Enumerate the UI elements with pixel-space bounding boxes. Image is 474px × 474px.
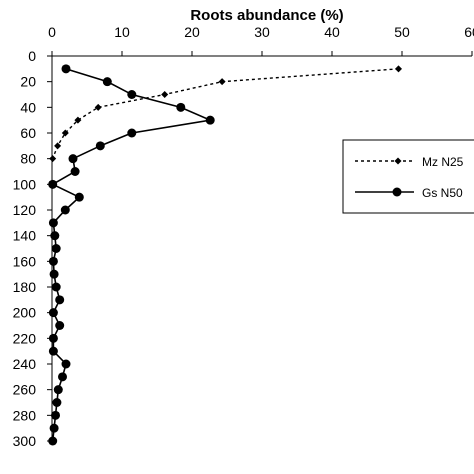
y-tick-label: 0 bbox=[28, 48, 36, 64]
data-point-gs-n50 bbox=[48, 218, 58, 228]
y-tick-label: 120 bbox=[13, 202, 37, 218]
y-tick-label: 240 bbox=[13, 356, 37, 372]
data-point-mz-n25 bbox=[54, 142, 62, 150]
data-point-mz-n25 bbox=[94, 103, 102, 111]
y-tick-label: 180 bbox=[13, 279, 37, 295]
data-point-gs-n50 bbox=[70, 167, 80, 176]
data-point-gs-n50 bbox=[48, 179, 58, 189]
data-point-mz-n25 bbox=[61, 129, 69, 137]
y-tick-label: 100 bbox=[13, 176, 37, 192]
data-point-gs-n50 bbox=[48, 308, 58, 318]
data-point-gs-n50 bbox=[74, 192, 84, 202]
data-point-gs-n50 bbox=[48, 333, 58, 343]
data-point-gs-n50 bbox=[61, 359, 71, 369]
data-point-gs-n50 bbox=[61, 64, 71, 74]
y-axis-ticks: 0 20 40 60 80 100 120 140 160 180 200 220 240 260 280 3… bbox=[13, 48, 52, 449]
x-tick-label: 60 bbox=[464, 24, 474, 40]
data-point-gs-n50 bbox=[55, 321, 65, 330]
legend-label-mz-n25: Mz N25 bbox=[422, 155, 464, 169]
data-point-gs-n50 bbox=[48, 436, 58, 446]
y-tick-label: 140 bbox=[13, 228, 37, 244]
x-tick-label: 20 bbox=[184, 24, 200, 40]
legend: Mz N25 Gs N50 bbox=[342, 139, 474, 214]
y-tick-label: 220 bbox=[13, 330, 37, 346]
series-line-gs-n50 bbox=[50, 68, 214, 442]
data-point-mz-n25 bbox=[74, 116, 82, 124]
data-point-mz-n25 bbox=[218, 78, 226, 86]
legend-marker-gs-n50 bbox=[392, 187, 402, 197]
y-tick-label: 20 bbox=[20, 74, 36, 90]
x-tick-label: 30 bbox=[254, 24, 270, 40]
data-point-gs-n50 bbox=[60, 205, 70, 215]
x-tick-label: 40 bbox=[324, 24, 340, 40]
data-point-gs-n50 bbox=[176, 102, 186, 112]
y-tick-label: 160 bbox=[13, 253, 37, 269]
data-point-gs-n50 bbox=[48, 256, 58, 266]
data-point-gs-n50 bbox=[102, 77, 112, 87]
data-point-gs-n50 bbox=[55, 295, 65, 305]
data-point-gs-n50 bbox=[53, 385, 63, 395]
data-point-gs-n50 bbox=[51, 282, 61, 292]
series-layer bbox=[48, 64, 402, 446]
x-tick-label: 10 bbox=[114, 24, 130, 40]
y-tick-label: 40 bbox=[20, 99, 36, 115]
data-point-mz-n25 bbox=[161, 91, 169, 98]
y-tick-label: 300 bbox=[13, 433, 37, 449]
series-line-mz-n25 bbox=[52, 68, 399, 159]
data-point-gs-n50 bbox=[127, 128, 137, 138]
data-point-gs-n50 bbox=[51, 244, 61, 253]
data-point-gs-n50 bbox=[95, 141, 105, 151]
y-tick-label: 260 bbox=[13, 382, 37, 398]
data-point-gs-n50 bbox=[58, 372, 67, 382]
x-axis-ticks: 0 10 20 30 40 50 60 bbox=[48, 24, 474, 56]
data-point-gs-n50 bbox=[205, 115, 215, 125]
y-tick-label: 200 bbox=[13, 305, 37, 321]
legend-marker-mz-n25 bbox=[394, 157, 402, 165]
y-tick-label: 80 bbox=[20, 151, 36, 167]
data-point-gs-n50 bbox=[68, 154, 78, 164]
data-point-gs-n50 bbox=[49, 423, 59, 433]
data-point-gs-n50 bbox=[49, 269, 59, 279]
data-point-gs-n50 bbox=[51, 410, 60, 420]
data-point-mz-n25 bbox=[395, 65, 402, 73]
x-tick-label: 50 bbox=[394, 24, 410, 40]
y-tick-label: 280 bbox=[13, 407, 37, 423]
axes bbox=[51, 55, 472, 441]
data-point-gs-n50 bbox=[127, 90, 137, 99]
x-tick-label: 0 bbox=[48, 24, 56, 40]
legend-box bbox=[342, 139, 474, 214]
data-point-gs-n50 bbox=[52, 398, 62, 407]
data-point-gs-n50 bbox=[50, 231, 60, 241]
y-tick-label: 60 bbox=[20, 125, 36, 141]
data-point-gs-n50 bbox=[48, 346, 58, 356]
legend-label-gs-n50: Gs N50 bbox=[422, 186, 463, 200]
chart-title: Roots abundance (%) bbox=[190, 7, 343, 24]
data-point-mz-n25 bbox=[49, 155, 57, 163]
